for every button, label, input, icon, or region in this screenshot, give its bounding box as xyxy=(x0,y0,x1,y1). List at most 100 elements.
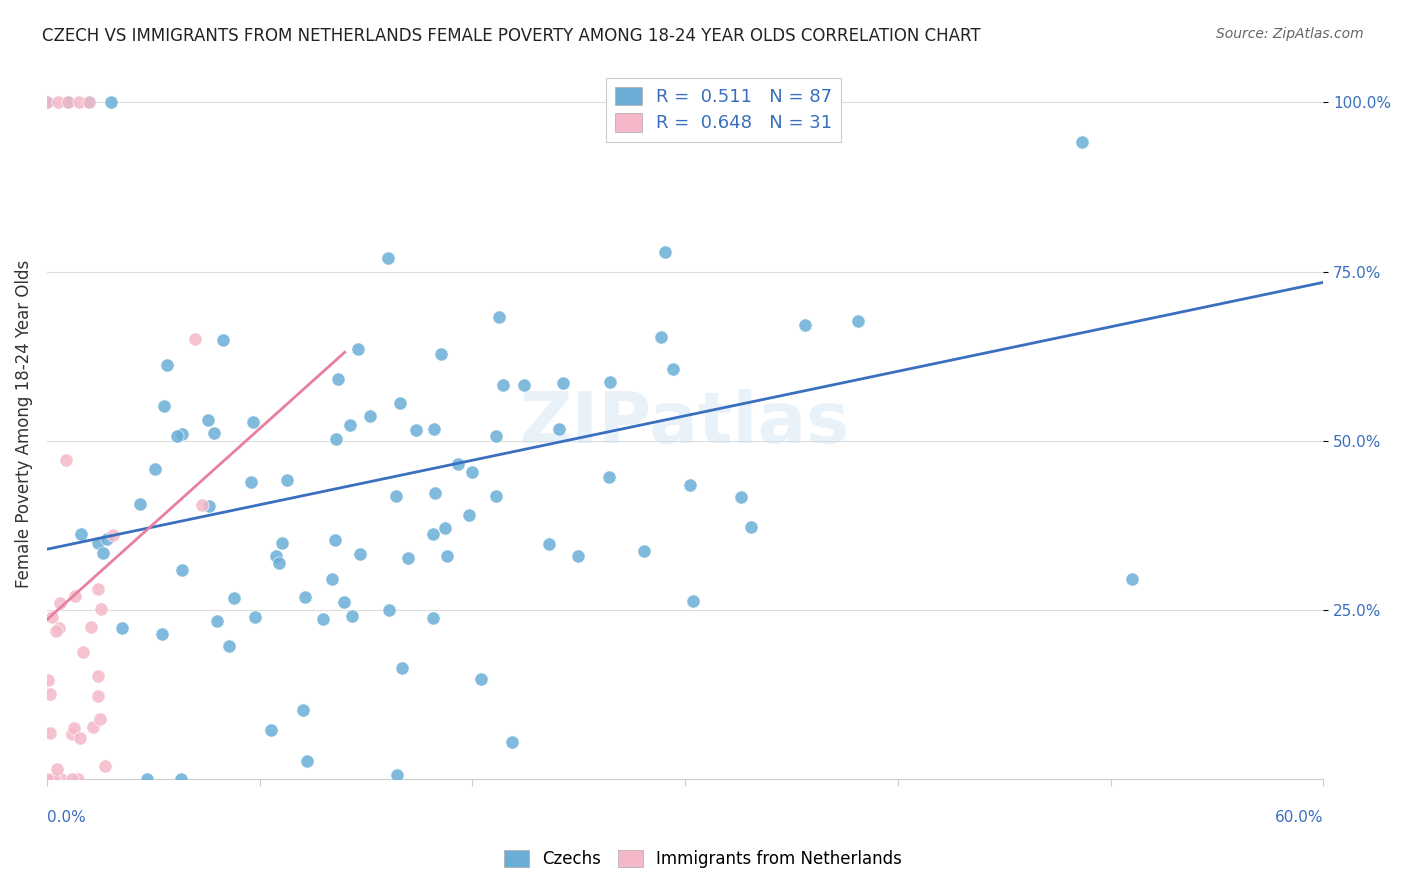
Point xyxy=(425,486,447,500)
Point xyxy=(429,347,451,361)
Point xyxy=(270,536,292,550)
Point xyxy=(1121,572,1143,586)
Point xyxy=(422,611,444,625)
Point xyxy=(567,549,589,564)
Point xyxy=(423,422,446,436)
Point xyxy=(128,498,150,512)
Point xyxy=(170,563,193,577)
Point xyxy=(794,318,817,333)
Point xyxy=(1376,95,1399,110)
Point xyxy=(422,526,444,541)
Point xyxy=(538,536,561,550)
Point xyxy=(94,759,117,773)
Point xyxy=(405,423,427,437)
Point xyxy=(212,333,235,347)
Point xyxy=(48,621,70,635)
Point xyxy=(67,95,90,110)
Point xyxy=(599,376,621,390)
Point xyxy=(389,396,412,410)
Point xyxy=(87,536,110,550)
Point xyxy=(662,362,685,376)
Point xyxy=(349,547,371,561)
Point xyxy=(82,720,104,734)
Point xyxy=(101,528,124,542)
Text: CZECH VS IMMIGRANTS FROM NETHERLANDS FEMALE POVERTY AMONG 18-24 YEAR OLDS CORREL: CZECH VS IMMIGRANTS FROM NETHERLANDS FEM… xyxy=(42,27,981,45)
Point xyxy=(63,721,86,735)
Point xyxy=(396,550,419,565)
Point xyxy=(1354,95,1376,110)
Point xyxy=(457,508,479,523)
Point xyxy=(433,521,456,535)
Point xyxy=(547,422,569,436)
Point xyxy=(69,731,91,745)
Point xyxy=(848,314,870,328)
Point xyxy=(197,413,219,427)
Point xyxy=(60,772,83,787)
Point xyxy=(39,687,62,701)
Point xyxy=(198,499,221,513)
Point xyxy=(111,621,134,635)
Point xyxy=(264,549,287,564)
Point xyxy=(1071,135,1094,149)
Point xyxy=(60,726,83,740)
Point xyxy=(156,358,179,372)
Point xyxy=(512,378,534,392)
Point xyxy=(153,399,176,413)
Point xyxy=(240,475,263,489)
Point xyxy=(485,490,508,504)
Point xyxy=(311,612,333,626)
Point xyxy=(86,582,108,597)
Point xyxy=(89,712,111,726)
Text: Source: ZipAtlas.com: Source: ZipAtlas.com xyxy=(1216,27,1364,41)
Point xyxy=(169,772,191,787)
Point xyxy=(470,672,492,686)
Point xyxy=(297,755,319,769)
Point xyxy=(492,377,515,392)
Point xyxy=(321,572,343,586)
Legend: R =  0.511   N = 87, R =  0.648   N = 31: R = 0.511 N = 87, R = 0.648 N = 31 xyxy=(606,78,841,142)
Point xyxy=(269,557,291,571)
Point xyxy=(150,627,173,641)
Point xyxy=(86,668,108,682)
Point xyxy=(166,429,188,443)
Point xyxy=(86,689,108,703)
Point xyxy=(145,461,167,475)
Point xyxy=(378,603,401,617)
Point xyxy=(347,342,370,356)
Point xyxy=(55,452,77,467)
Point xyxy=(35,95,58,110)
Point xyxy=(326,372,349,386)
Point xyxy=(205,614,228,628)
Point xyxy=(135,772,157,787)
Point xyxy=(70,527,93,541)
Point xyxy=(72,645,94,659)
Point xyxy=(172,427,194,442)
Text: 0.0%: 0.0% xyxy=(46,810,86,825)
Point xyxy=(224,591,246,605)
Point xyxy=(49,596,72,610)
Point xyxy=(93,546,115,560)
Point xyxy=(202,425,225,440)
Point xyxy=(291,703,314,717)
Point xyxy=(41,609,63,624)
Point xyxy=(391,661,413,675)
Point xyxy=(633,544,655,558)
Point xyxy=(79,95,101,110)
Point xyxy=(801,95,824,110)
Point xyxy=(44,772,66,787)
Point xyxy=(56,95,79,110)
Point xyxy=(56,95,79,110)
Point xyxy=(79,95,101,110)
Text: 60.0%: 60.0% xyxy=(1275,810,1323,825)
Point xyxy=(740,519,762,533)
Legend: Czechs, Immigrants from Netherlands: Czechs, Immigrants from Netherlands xyxy=(498,843,908,875)
Point xyxy=(460,465,482,479)
Point xyxy=(37,772,59,787)
Point xyxy=(66,772,89,787)
Point xyxy=(46,95,69,110)
Point xyxy=(551,376,574,390)
Point xyxy=(294,590,316,604)
Point xyxy=(387,768,409,782)
Point xyxy=(654,244,676,259)
Point xyxy=(38,726,60,740)
